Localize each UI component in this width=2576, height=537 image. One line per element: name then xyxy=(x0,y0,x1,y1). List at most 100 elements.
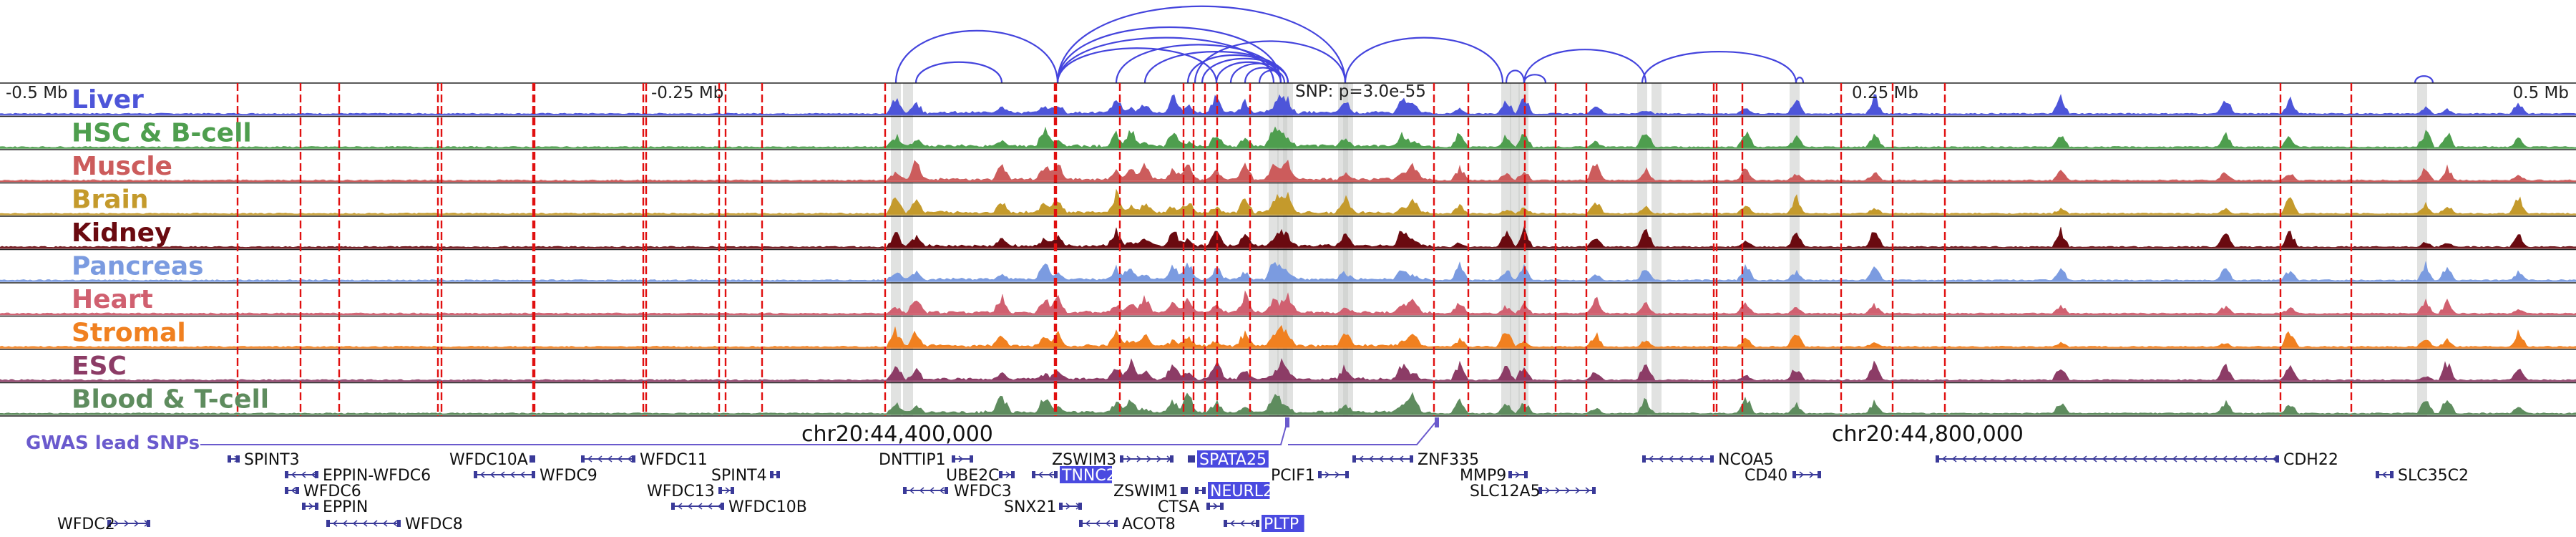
gene-spata25: SPATA25 xyxy=(1188,450,1269,469)
gene-label: ZSWIM3 xyxy=(1052,451,1116,469)
gene-label: WFDC2 xyxy=(57,516,115,533)
strand-arrow xyxy=(1239,520,1245,527)
exon xyxy=(1508,471,1512,478)
gene-label: PCIF1 xyxy=(1271,467,1315,485)
strand-arrow xyxy=(1799,471,1805,478)
strand-arrow xyxy=(1065,503,1071,510)
track-label: Blood & T-cell xyxy=(72,385,269,415)
track-heart xyxy=(0,282,2576,316)
strand-arrow xyxy=(1515,471,1521,478)
interaction-arc xyxy=(1641,51,1797,84)
strand-arrow xyxy=(2182,455,2187,463)
exon xyxy=(1195,487,1199,494)
strand-arrow xyxy=(1678,455,1684,463)
gene-label: WFDC3 xyxy=(954,483,1012,500)
track-label: HSC & B-cell xyxy=(72,119,252,148)
strand-arrow xyxy=(332,520,338,527)
strand-arrow xyxy=(617,455,623,463)
gene-znf335: ZNF335 xyxy=(1352,451,1479,469)
strand-arrow xyxy=(2172,455,2177,463)
exon xyxy=(228,455,231,463)
exon xyxy=(1032,471,1035,478)
exon xyxy=(1318,471,1322,478)
gene-ncoa5: NCOA5 xyxy=(1642,451,1774,469)
gene-wfdc11: WFDC11 xyxy=(581,451,708,469)
gene-acot8: ACOT8 xyxy=(1079,516,1176,533)
strand-arrow xyxy=(909,487,914,494)
strand-arrow xyxy=(2192,455,2197,463)
strand-arrow xyxy=(2232,455,2238,463)
red-markers xyxy=(236,83,2353,416)
interaction-arc xyxy=(1344,37,1504,84)
exon xyxy=(2390,471,2394,478)
strand-arrow xyxy=(1961,455,1967,463)
gene-neurl2: NEURL2 xyxy=(1195,482,1273,500)
strand-arrow xyxy=(1075,503,1081,510)
strand-arrow xyxy=(919,487,924,494)
interaction-arc xyxy=(1056,47,1218,84)
strand-arrow xyxy=(301,471,306,478)
strand-arrow xyxy=(519,471,525,478)
gene-eppin-wfdc6: EPPIN-WFDC6 xyxy=(285,467,431,485)
signal xyxy=(0,226,2576,248)
gene-wfdc10b: WFDC10B xyxy=(671,498,807,516)
axis-label-mid-right: 0.25 Mb xyxy=(1852,84,1918,102)
gene-spint3: SPINT3 xyxy=(228,451,300,469)
interaction-arc xyxy=(1523,49,1647,84)
exon xyxy=(1188,455,1191,463)
interaction-arc xyxy=(1056,5,1347,84)
strand-arrow xyxy=(372,520,378,527)
strand-arrow xyxy=(2242,455,2248,463)
exon xyxy=(1120,455,1123,463)
strand-arrow xyxy=(1358,455,1364,463)
track-blood-t-cell xyxy=(0,382,2576,415)
gene-wfdc6: WFDC6 xyxy=(285,483,361,500)
strand-arrow xyxy=(1698,455,1704,463)
exon xyxy=(1191,455,1195,463)
gwas-snp-track xyxy=(200,417,1439,445)
track-brain xyxy=(0,182,2576,216)
gene-wfdc8: WFDC8 xyxy=(326,516,463,533)
strand-arrow xyxy=(124,520,130,527)
gene-spint4: SPINT4 xyxy=(711,467,780,485)
gwas-line xyxy=(200,418,1289,445)
gene-snx21: SNX21 xyxy=(1004,498,1082,516)
strand-arrow xyxy=(2222,455,2228,463)
exon xyxy=(2275,455,2279,463)
interaction-arc xyxy=(1523,74,1547,84)
gwas-line xyxy=(1288,418,1439,445)
gene-label: SLC35C2 xyxy=(2398,467,2469,485)
exon xyxy=(1524,471,1528,478)
track-label: Muscle xyxy=(72,152,172,181)
signal xyxy=(0,159,2576,181)
exon xyxy=(632,455,635,463)
gene-label: EPPIN xyxy=(323,498,368,516)
exon xyxy=(532,471,535,478)
exon xyxy=(1345,471,1349,478)
gene-slc35c2: SLC35C2 xyxy=(2376,467,2469,485)
strand-arrow xyxy=(2102,455,2107,463)
exon xyxy=(285,471,288,478)
exon xyxy=(1642,455,1646,463)
gene-zswim3: ZSWIM3 xyxy=(1052,451,1174,469)
track-label: Brain xyxy=(72,185,148,215)
strand-arrow xyxy=(1166,455,1172,463)
strand-arrow xyxy=(392,520,398,527)
track-label: Kidney xyxy=(72,218,172,248)
gene-label: NCOA5 xyxy=(1718,451,1774,469)
strand-arrow xyxy=(939,487,945,494)
gene-wfdc9: WFDC9 xyxy=(474,467,597,485)
strand-arrow xyxy=(687,503,693,510)
strand-arrow xyxy=(2122,455,2127,463)
strand-arrow xyxy=(291,471,296,478)
gene-wfdc2: WFDC2 xyxy=(57,516,150,533)
strand-arrow xyxy=(677,503,683,510)
strand-arrow xyxy=(2062,455,2067,463)
strand-arrow xyxy=(2021,455,2027,463)
exon xyxy=(530,455,533,463)
exon xyxy=(1184,487,1188,494)
strand-arrow xyxy=(1136,455,1142,463)
gene-label: ACOT8 xyxy=(1122,516,1176,533)
gene-label: WFDC10B xyxy=(728,498,807,516)
